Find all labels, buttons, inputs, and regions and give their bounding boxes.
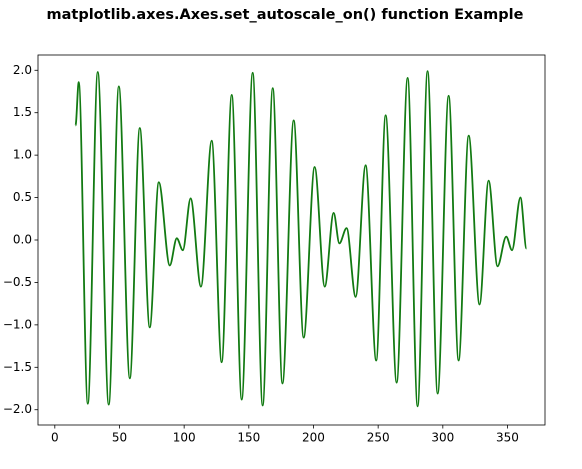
y-tick-label: −2.0 <box>3 402 32 416</box>
x-tick-label: 50 <box>112 431 127 445</box>
y-tick-label: 0.5 <box>13 190 32 204</box>
y-tick-label: −1.5 <box>3 360 32 374</box>
y-tick-label: −0.5 <box>3 275 32 289</box>
y-tick-label: 1.5 <box>13 105 32 119</box>
x-tick-label: 200 <box>302 431 325 445</box>
y-tick-label: −1.0 <box>3 317 32 331</box>
x-tick-label: 350 <box>496 431 519 445</box>
x-tick-label: 300 <box>431 431 454 445</box>
y-tick-label: 2.0 <box>13 63 32 77</box>
x-tick-label: 100 <box>173 431 196 445</box>
x-tick-label: 250 <box>367 431 390 445</box>
x-tick-label: 150 <box>237 431 260 445</box>
y-tick-label: 0.0 <box>13 233 32 247</box>
plot-frame <box>37 54 546 426</box>
line-series <box>74 70 528 408</box>
chart-title: matplotlib.axes.Axes.set_autoscale_on() … <box>47 7 524 23</box>
x-tick-label: 0 <box>51 431 59 445</box>
y-tick-label: 1.0 <box>13 148 32 162</box>
